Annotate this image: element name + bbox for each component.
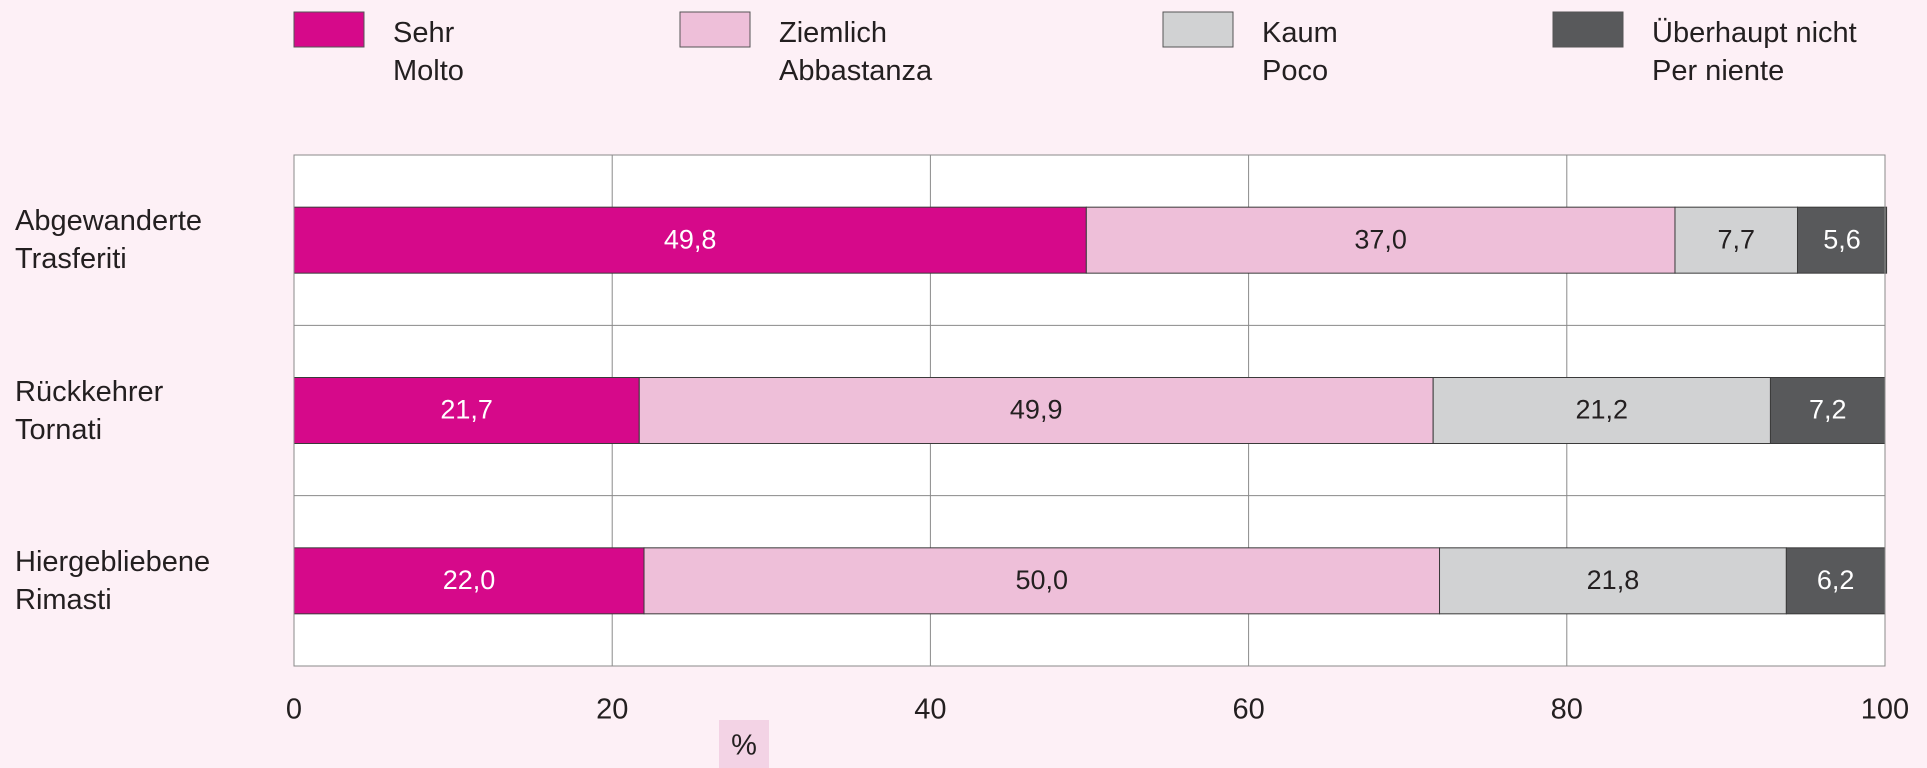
x-axis-label: % [731, 730, 757, 762]
x-tick-label: 100 [1861, 694, 1909, 726]
value-label: 5,6 [1823, 224, 1861, 254]
bar-segment [1785, 547, 1886, 615]
bar-segment [1796, 206, 1888, 274]
value-label: 21,7 [440, 395, 493, 425]
bar-segment [643, 547, 1441, 615]
value-label: 49,8 [664, 224, 717, 254]
bar-segment [293, 547, 645, 615]
category-label: Abgewanderte Trasferiti [15, 205, 203, 276]
bar-segment [293, 377, 640, 444]
bar-segment [1674, 206, 1798, 274]
bar-segment [638, 377, 1434, 444]
value-label: 7,7 [1717, 224, 1755, 254]
x-tick-label: 60 [1232, 694, 1264, 726]
legend-label: Überhaupt nicht Per niente [1652, 17, 1857, 87]
x-tick-label: 80 [1551, 694, 1583, 726]
bar-segment [1769, 377, 1886, 444]
value-label: 37,0 [1354, 224, 1407, 254]
legend-label: Ziemlich Abbastanza [779, 17, 933, 87]
value-label: 21,2 [1576, 395, 1629, 425]
category-label: Hiergebliebene Rimasti [15, 545, 211, 616]
bar-segment [1439, 547, 1787, 615]
value-label: 49,9 [1010, 395, 1063, 425]
legend-label: Sehr Molto [393, 17, 464, 87]
legend-label: Kaum Poco [1262, 17, 1338, 87]
legend-swatch [293, 11, 365, 48]
legend-swatch [1552, 11, 1624, 48]
x-label-box [719, 720, 769, 768]
value-label: 50,0 [1015, 565, 1068, 595]
value-label: 21,8 [1587, 565, 1640, 595]
x-tick-label: 20 [596, 694, 628, 726]
legend-swatch [1162, 11, 1234, 48]
value-label: 22,0 [443, 565, 496, 595]
x-tick-label: 0 [286, 694, 302, 726]
category-label: Rückkehrer Tornati [15, 375, 164, 446]
bar-segment [1432, 377, 1771, 444]
plot-border [293, 154, 1886, 667]
value-label: 6,2 [1817, 565, 1855, 595]
x-tick-label: 40 [914, 694, 946, 726]
legend-swatch [679, 11, 751, 48]
value-label: 7,2 [1809, 395, 1847, 425]
